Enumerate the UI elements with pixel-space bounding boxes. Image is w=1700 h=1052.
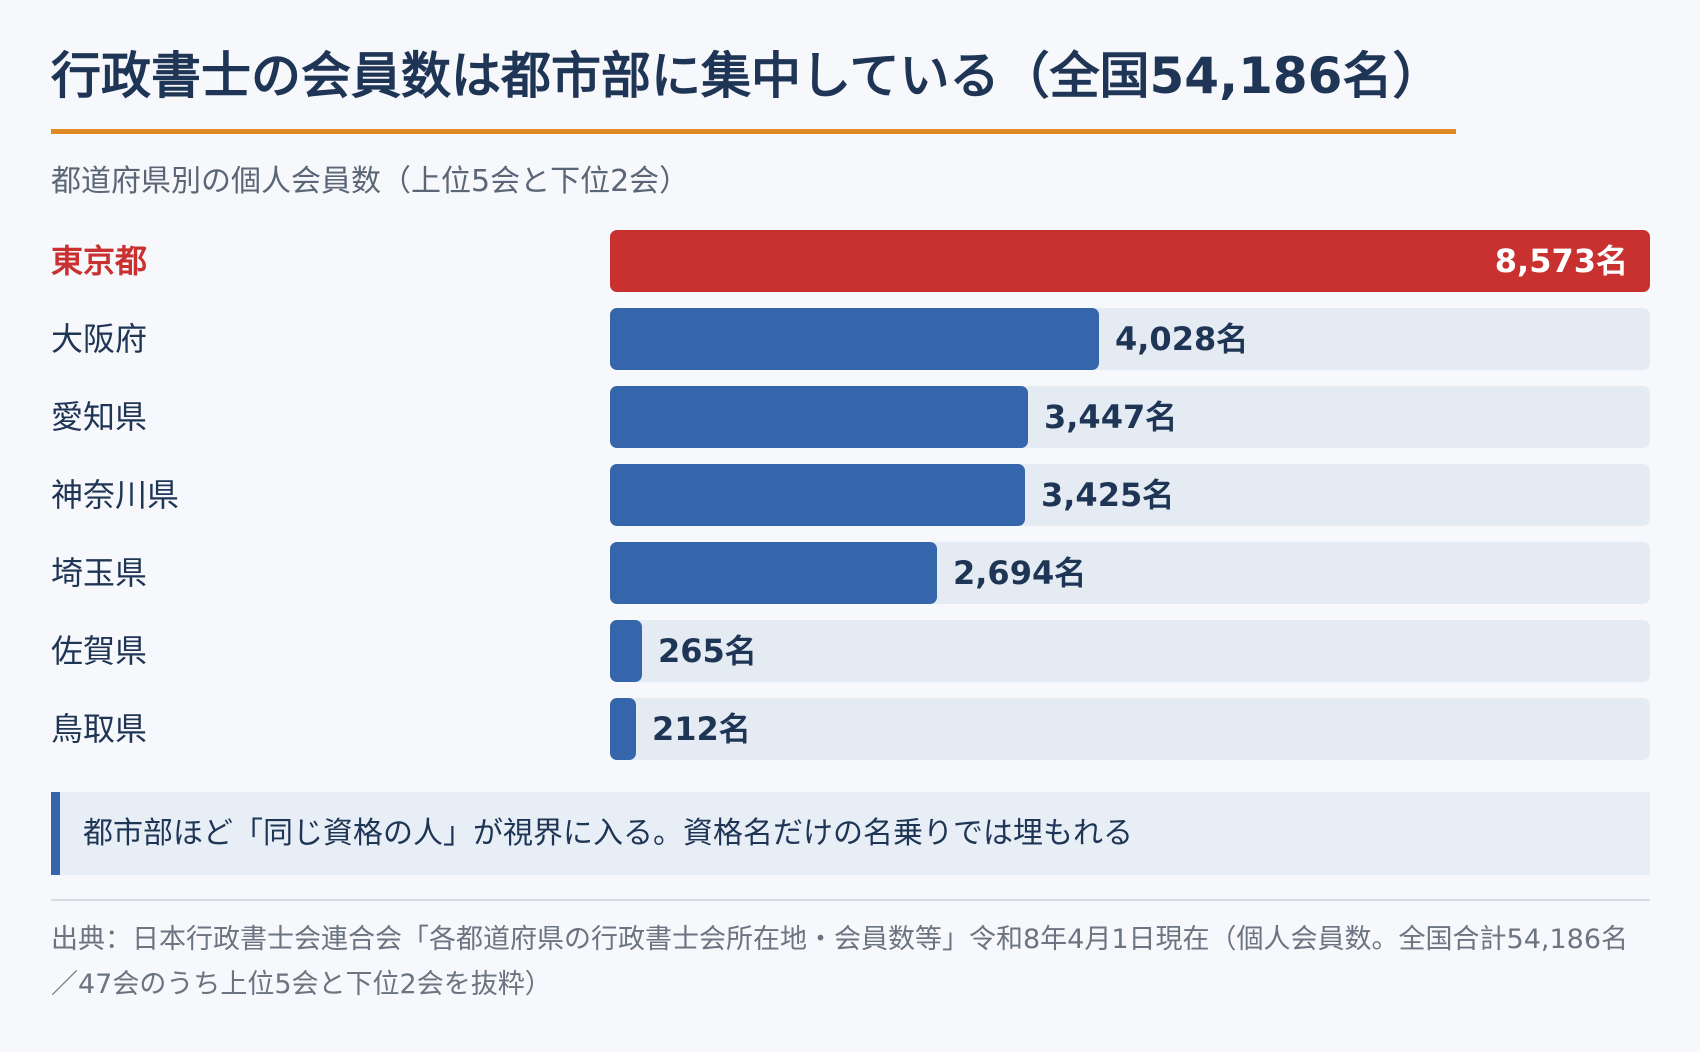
- value-label: 3,425名: [1041, 476, 1175, 514]
- bar-row: 佐賀県 265名: [51, 620, 1650, 682]
- bar-row: 東京都 8,573名: [51, 230, 1650, 292]
- category-label: 愛知県: [51, 398, 148, 436]
- value-label: 8,573名: [1494, 242, 1628, 280]
- bar: [610, 698, 636, 760]
- bar: [610, 620, 642, 682]
- bar: [610, 230, 1650, 292]
- category-label: 埼玉県: [51, 554, 148, 592]
- value-label: 212名: [652, 710, 751, 748]
- bar-row: 神奈川県 3,425名: [51, 464, 1650, 526]
- bar: [610, 308, 1099, 370]
- chart-subtitle: 都道府県別の個人会員数（上位5会と下位2会）: [51, 164, 690, 199]
- bar-row: 大阪府 4,028名: [51, 308, 1650, 370]
- value-label: 4,028名: [1115, 320, 1249, 358]
- value-label: 2,694名: [953, 554, 1087, 592]
- bar-row: 鳥取県 212名: [51, 698, 1650, 760]
- bar: [610, 386, 1028, 448]
- bar: [610, 464, 1025, 526]
- category-label: 鳥取県: [51, 710, 148, 748]
- category-label: 東京都: [51, 242, 148, 280]
- value-label: 265名: [658, 632, 757, 670]
- callout-text: 都市部ほど「同じ資格の人」が視界に入る。資格名だけの名乗りでは埋もれる: [83, 816, 1133, 851]
- callout-note: 都市部ほど「同じ資格の人」が視界に入る。資格名だけの名乗りでは埋もれる: [51, 792, 1650, 875]
- category-label: 佐賀県: [51, 632, 148, 670]
- bar-row: 愛知県 3,447名: [51, 386, 1650, 448]
- title-underline: [51, 129, 1456, 134]
- source-divider: [51, 899, 1650, 901]
- bar-chart: 東京都 8,573名大阪府 4,028名愛知県 3,447名神奈川県 3,425名埼玉県…: [51, 230, 1650, 770]
- bar-track: [610, 698, 1650, 760]
- bar-row: 埼玉県 2,694名: [51, 542, 1650, 604]
- source-citation: 出典：日本行政書士会連合会「各都道府県の行政書士会所在地・会員数等」令和8年4月…: [51, 924, 1629, 1000]
- chart-title: 行政書士の会員数は都市部に集中している（全国54,186名）: [51, 47, 1443, 105]
- value-label: 3,447名: [1044, 398, 1178, 436]
- callout-accent-bar: [51, 792, 60, 875]
- category-label: 神奈川県: [51, 476, 180, 514]
- category-label: 大阪府: [51, 320, 148, 358]
- bar: [610, 542, 937, 604]
- bar-track: [610, 620, 1650, 682]
- chart-page: 行政書士の会員数は都市部に集中している（全国54,186名） 都道府県別の個人会…: [51, 0, 1650, 1052]
